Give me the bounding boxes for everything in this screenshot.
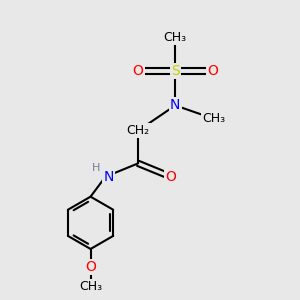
- Text: N: N: [170, 98, 181, 112]
- Text: S: S: [171, 64, 180, 78]
- Text: CH₃: CH₃: [202, 112, 226, 125]
- Text: CH₃: CH₃: [164, 31, 187, 44]
- Text: H: H: [92, 164, 101, 173]
- Text: O: O: [85, 260, 96, 274]
- Text: N: N: [103, 170, 114, 184]
- Text: O: O: [207, 64, 218, 78]
- Text: CH₂: CH₂: [127, 124, 150, 137]
- Text: O: O: [165, 170, 176, 184]
- Text: CH₃: CH₃: [79, 280, 102, 292]
- Text: O: O: [133, 64, 143, 78]
